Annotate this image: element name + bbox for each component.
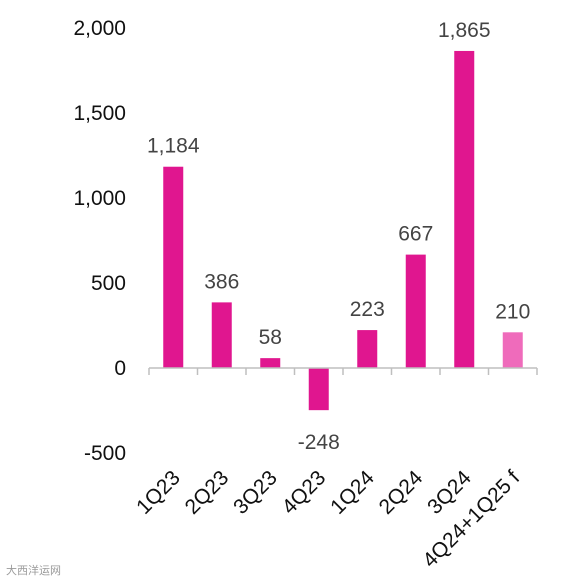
category-label: 4Q23	[278, 466, 331, 519]
bar	[405, 254, 426, 368]
watermark: 大西洋运网	[6, 564, 61, 577]
category-label: 1Q24	[326, 466, 379, 519]
bar	[308, 368, 329, 411]
y-tick-label: 1,000	[73, 187, 126, 210]
data-label: -248	[298, 431, 340, 454]
category-label: 1Q23	[132, 466, 185, 519]
y-tick-label: 2,000	[73, 17, 126, 40]
bar	[163, 166, 184, 368]
bar	[211, 302, 232, 368]
category-label: 3Q23	[229, 466, 282, 519]
data-label: 210	[495, 300, 530, 323]
y-tick-label: 1,500	[73, 102, 126, 125]
category-label: 2Q23	[181, 466, 234, 519]
bar	[454, 50, 475, 368]
data-label: 223	[350, 298, 385, 321]
bar	[260, 358, 281, 368]
data-label: 1,865	[438, 19, 491, 42]
bar	[357, 330, 378, 368]
bar	[502, 332, 523, 368]
y-tick-label: 0	[114, 357, 126, 380]
y-tick-label: -500	[84, 442, 126, 465]
data-labels: 1,184 386 58 -248 223 667 1,865 210	[147, 19, 530, 454]
y-tick-label: 500	[91, 272, 126, 295]
bars	[163, 50, 523, 411]
data-label: 386	[204, 270, 239, 293]
category-label: 2Q24	[375, 466, 428, 519]
data-label: 58	[259, 326, 282, 349]
data-label: 1,184	[147, 135, 200, 158]
data-label: 667	[398, 223, 433, 246]
y-axis: -500 0 500 1,000 1,500 2,000	[73, 17, 126, 465]
